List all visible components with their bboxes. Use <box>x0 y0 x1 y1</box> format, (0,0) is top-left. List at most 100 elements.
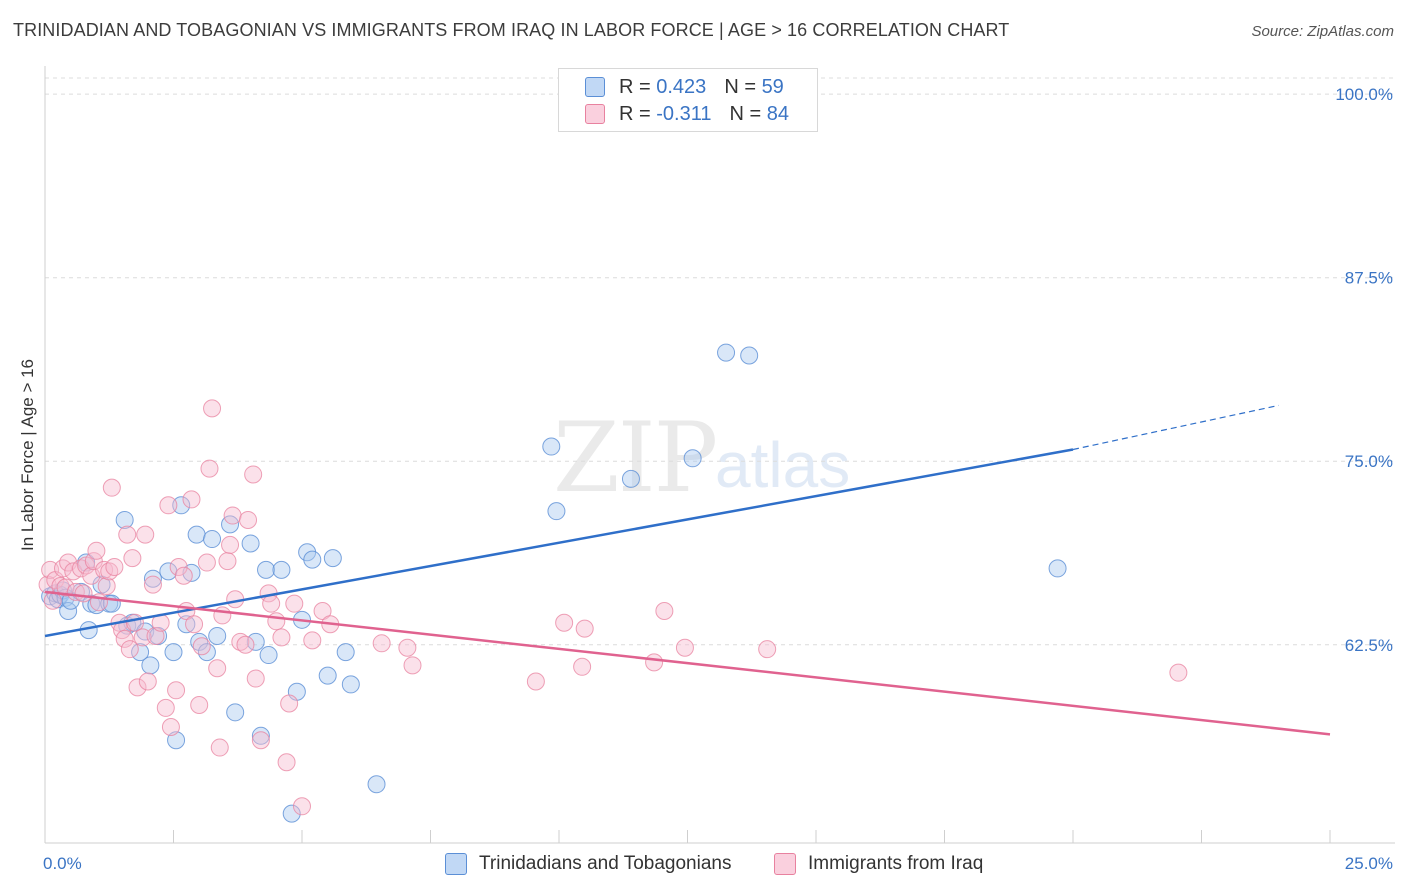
point-iraq <box>1169 663 1188 682</box>
point-iraq <box>74 584 93 603</box>
point-trinidadian <box>547 502 566 521</box>
y-tick-label: 75.0% <box>1345 452 1393 471</box>
point-trinidadian <box>226 703 245 722</box>
y-tick-label: 100.0% <box>1335 85 1393 104</box>
point-trinidadian <box>141 656 160 675</box>
point-trinidadian <box>59 602 78 621</box>
tick-labels: 62.5% 75.0% 87.5% 100.0% 0.0% 25.0% <box>43 85 1393 873</box>
point-trinidadian <box>203 530 222 549</box>
point-iraq <box>573 657 592 676</box>
grid-lines <box>45 77 1395 646</box>
point-iraq <box>267 612 286 631</box>
point-trinidadian <box>246 632 265 651</box>
point-iraq <box>97 577 116 596</box>
point-trinidadian <box>341 675 360 694</box>
series-trinidadians-points <box>41 343 1067 823</box>
point-trinidadian <box>167 731 186 750</box>
trend-line-iraq <box>44 590 1331 736</box>
legend-swatch-blue <box>585 77 605 97</box>
point-iraq <box>143 575 162 594</box>
point-iraq <box>758 640 777 659</box>
point-iraq <box>161 718 180 737</box>
axes <box>44 66 1395 844</box>
point-iraq <box>190 695 209 714</box>
point-iraq <box>167 681 186 700</box>
point-iraq <box>169 557 188 576</box>
point-trinidadian <box>336 643 355 662</box>
point-iraq <box>272 628 291 647</box>
point-trinidadian <box>177 615 196 634</box>
x-tick-label: 0.0% <box>43 854 82 873</box>
point-iraq <box>277 753 296 772</box>
point-trinidadian <box>172 496 191 515</box>
point-iraq <box>197 553 216 572</box>
point-iraq <box>53 559 72 578</box>
legend-box: R = 0.423 N = 59 R = -0.311 N = 84 <box>558 68 818 132</box>
legend-n-value: 84 <box>766 102 789 125</box>
point-iraq <box>115 629 134 648</box>
point-trinidadian <box>257 560 276 579</box>
point-trinidadian <box>367 775 386 794</box>
point-iraq <box>87 541 106 560</box>
bottom-legend-label: Immigrants from Iraq <box>808 853 984 874</box>
point-iraq <box>210 738 229 757</box>
point-iraq <box>244 465 263 484</box>
point-iraq <box>218 552 237 571</box>
point-iraq <box>262 594 281 613</box>
legend-n-value: 59 <box>761 75 784 98</box>
point-iraq <box>293 797 311 816</box>
point-iraq <box>41 560 60 579</box>
point-iraq <box>675 638 694 657</box>
point-trinidadian <box>323 549 342 568</box>
point-iraq <box>403 656 422 675</box>
point-iraq <box>313 602 332 621</box>
point-iraq <box>146 626 165 645</box>
legend-r-label: R = <box>619 75 651 98</box>
point-trinidadian <box>621 469 640 488</box>
bottom-legend-trinidadians: Trinidadians and Tobagonians <box>445 852 731 876</box>
point-iraq <box>192 637 211 656</box>
point-trinidadian <box>740 346 759 365</box>
trend-lines <box>44 404 1331 736</box>
point-iraq <box>280 694 299 713</box>
point-iraq <box>213 606 232 625</box>
point-trinidadian <box>259 646 278 665</box>
legend-r-value: -0.311 <box>656 102 712 125</box>
y-tick-label: 62.5% <box>1345 636 1393 655</box>
bottom-legend-label: Trinidadians and Tobagonians <box>479 853 732 874</box>
series-iraq-points <box>38 399 1188 816</box>
point-iraq <box>221 535 240 554</box>
point-iraq <box>645 653 664 672</box>
source-label: Source: ZipAtlas.com <box>1251 23 1394 40</box>
point-trinidadian <box>241 534 260 553</box>
point-iraq <box>526 672 545 691</box>
point-iraq <box>555 613 574 632</box>
legend-n-label: N = <box>724 75 756 98</box>
point-iraq <box>239 510 258 529</box>
point-trinidadian <box>1048 559 1067 578</box>
point-iraq <box>223 506 242 525</box>
point-iraq <box>655 602 674 621</box>
point-iraq <box>128 678 147 697</box>
point-iraq <box>133 628 152 647</box>
point-trinidadian <box>143 569 162 588</box>
point-iraq <box>285 594 304 613</box>
point-iraq <box>200 459 219 478</box>
point-iraq <box>185 615 204 634</box>
watermark-atlas: atlas <box>715 429 851 501</box>
point-iraq <box>575 619 594 638</box>
point-iraq <box>208 659 227 678</box>
point-iraq <box>118 525 137 544</box>
point-iraq <box>174 566 193 585</box>
point-trinidadian <box>282 804 301 823</box>
x-tick-label: 25.0% <box>1345 854 1393 873</box>
watermark-zip: ZIP <box>553 402 718 514</box>
point-trinidadian <box>542 437 561 456</box>
legend-n-label: N = <box>729 102 762 125</box>
bottom-legend-swatch-blue <box>445 853 467 875</box>
point-iraq <box>102 478 121 497</box>
legend-r-label: R = <box>619 102 651 125</box>
point-trinidadian <box>187 525 206 544</box>
point-iraq <box>398 638 417 657</box>
